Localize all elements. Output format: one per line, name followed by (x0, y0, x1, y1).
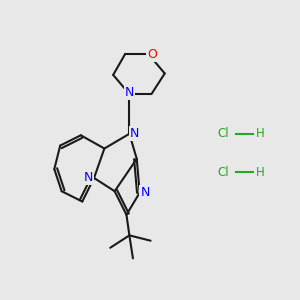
Text: N: N (125, 86, 134, 99)
Text: Cl: Cl (218, 166, 230, 178)
Text: H: H (256, 166, 265, 178)
Text: Cl: Cl (218, 127, 230, 140)
Text: N: N (130, 127, 139, 140)
Text: H: H (256, 127, 265, 140)
Text: N: N (84, 171, 93, 184)
Text: N: N (140, 186, 150, 199)
Text: O: O (147, 48, 157, 61)
